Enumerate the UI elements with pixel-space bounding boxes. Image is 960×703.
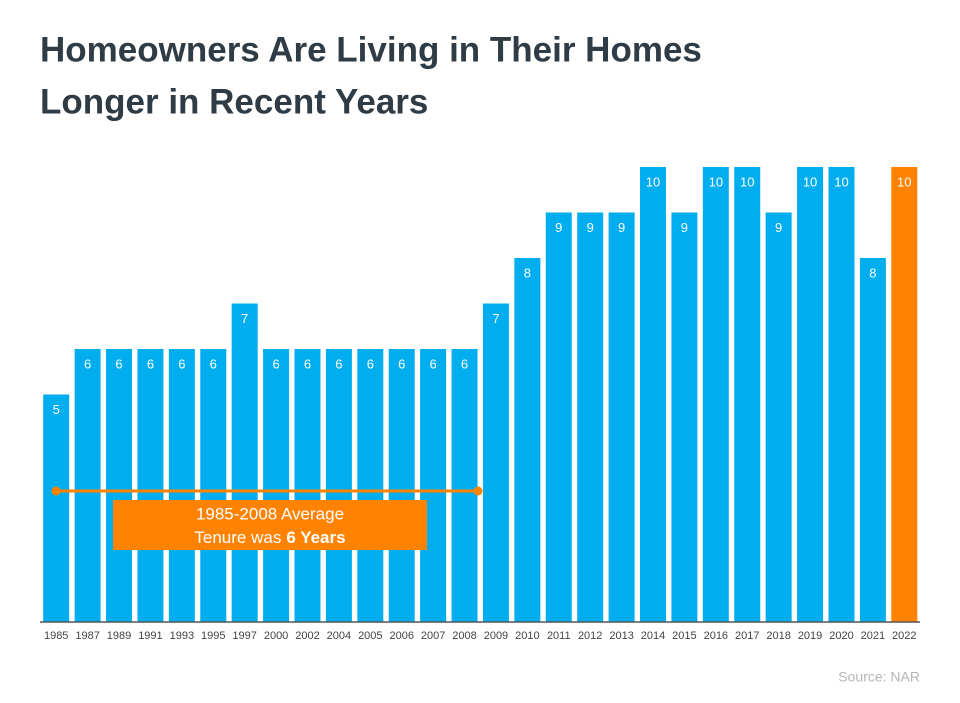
x-tick-label: 2009 xyxy=(484,630,508,642)
bar xyxy=(43,394,70,622)
bar xyxy=(891,167,918,622)
bar xyxy=(514,258,541,622)
annotation-text: Tenure was 6 Years xyxy=(194,528,345,547)
bar xyxy=(357,349,384,622)
x-tick-label: 1993 xyxy=(170,630,194,642)
value-label: 7 xyxy=(492,311,499,326)
bar xyxy=(74,349,101,622)
x-tick-label: 2007 xyxy=(421,630,445,642)
value-label: 6 xyxy=(178,356,185,371)
x-tick-label: 2000 xyxy=(264,630,288,642)
value-label: 6 xyxy=(147,356,154,371)
x-tick-label: 2005 xyxy=(358,630,382,642)
x-tick-label: 2022 xyxy=(892,630,916,642)
value-label: 10 xyxy=(646,174,660,189)
x-tick-label: 2016 xyxy=(704,630,728,642)
bar xyxy=(765,212,792,622)
bar xyxy=(420,349,447,622)
value-label: 6 xyxy=(272,356,279,371)
bar xyxy=(577,212,604,622)
x-tick-label: 1991 xyxy=(138,630,162,642)
x-tick-label: 1987 xyxy=(75,630,99,642)
bars: 5 1985 6 1987 6 1989 6 1991 6 1993 6 1995 7 1997 6 2000… xyxy=(43,167,918,642)
bar xyxy=(797,167,824,622)
value-label: 9 xyxy=(587,220,594,235)
value-label: 10 xyxy=(897,174,911,189)
bar xyxy=(137,349,164,622)
x-tick-label: 2006 xyxy=(389,630,413,642)
value-label: 10 xyxy=(740,174,754,189)
value-label: 8 xyxy=(524,265,531,280)
annotation-text: 1985-2008 Average xyxy=(196,504,344,523)
x-tick-label: 1995 xyxy=(201,630,225,642)
source: Source: NAR xyxy=(838,669,920,685)
x-tick-label: 2010 xyxy=(515,630,539,642)
annotation-box xyxy=(113,500,427,550)
average-dot xyxy=(51,486,61,496)
x-tick-label: 2019 xyxy=(798,630,822,642)
value-label: 6 xyxy=(367,356,374,371)
value-label: 9 xyxy=(555,220,562,235)
x-tick-label: 2011 xyxy=(547,630,571,642)
bar xyxy=(451,349,478,622)
bar xyxy=(168,349,195,622)
bar xyxy=(388,349,415,622)
x-tick-label: 2012 xyxy=(578,630,602,642)
bar xyxy=(545,212,572,622)
bar xyxy=(702,167,729,622)
x-tick-label: 1985 xyxy=(44,630,68,642)
value-label: 7 xyxy=(241,311,248,326)
x-tick-label: 1989 xyxy=(107,630,131,642)
annotation: 1985-2008 Average Tenure was 6 Years xyxy=(51,486,483,550)
value-label: 6 xyxy=(304,356,311,371)
bar xyxy=(106,349,133,622)
value-label: 9 xyxy=(775,220,782,235)
chart-title: Homeowners Are Living in Their Homes xyxy=(40,30,702,69)
value-label: 6 xyxy=(398,356,405,371)
value-label: 6 xyxy=(115,356,122,371)
x-tick-label: 2018 xyxy=(766,630,790,642)
x-tick-label: 2008 xyxy=(452,630,476,642)
bar xyxy=(231,303,258,622)
value-label: 9 xyxy=(618,220,625,235)
value-label: 6 xyxy=(461,356,468,371)
bar xyxy=(325,349,352,622)
x-tick-label: 1997 xyxy=(232,630,256,642)
bar xyxy=(294,349,321,622)
x-tick-label: 2015 xyxy=(672,630,696,642)
x-tick-label: 2004 xyxy=(327,630,351,642)
bar xyxy=(828,167,855,622)
value-label: 6 xyxy=(430,356,437,371)
value-label: 10 xyxy=(803,174,817,189)
bar xyxy=(671,212,698,622)
bar xyxy=(200,349,227,622)
bar xyxy=(608,212,635,622)
value-label: 6 xyxy=(335,356,342,371)
x-tick-label: 2002 xyxy=(295,630,319,642)
bar xyxy=(482,303,509,622)
bar xyxy=(734,167,761,622)
annotation-highlight: 6 Years xyxy=(286,528,345,547)
average-dot xyxy=(473,486,483,496)
value-label: 5 xyxy=(53,402,60,417)
bar xyxy=(263,349,290,622)
value-label: 8 xyxy=(869,265,876,280)
bar xyxy=(859,258,886,622)
value-label: 10 xyxy=(834,174,848,189)
x-tick-label: 2021 xyxy=(861,630,885,642)
chart-title: Longer in Recent Years xyxy=(40,82,428,121)
bar xyxy=(640,167,667,622)
value-label: 6 xyxy=(84,356,91,371)
x-tick-label: 2014 xyxy=(641,630,665,642)
x-tick-label: 2017 xyxy=(735,630,759,642)
annotation-text: Tenure was xyxy=(194,528,281,547)
x-tick-label: 2013 xyxy=(609,630,633,642)
value-label: 9 xyxy=(681,220,688,235)
value-label: 10 xyxy=(709,174,723,189)
value-label: 6 xyxy=(210,356,217,371)
x-tick-label: 2020 xyxy=(829,630,853,642)
